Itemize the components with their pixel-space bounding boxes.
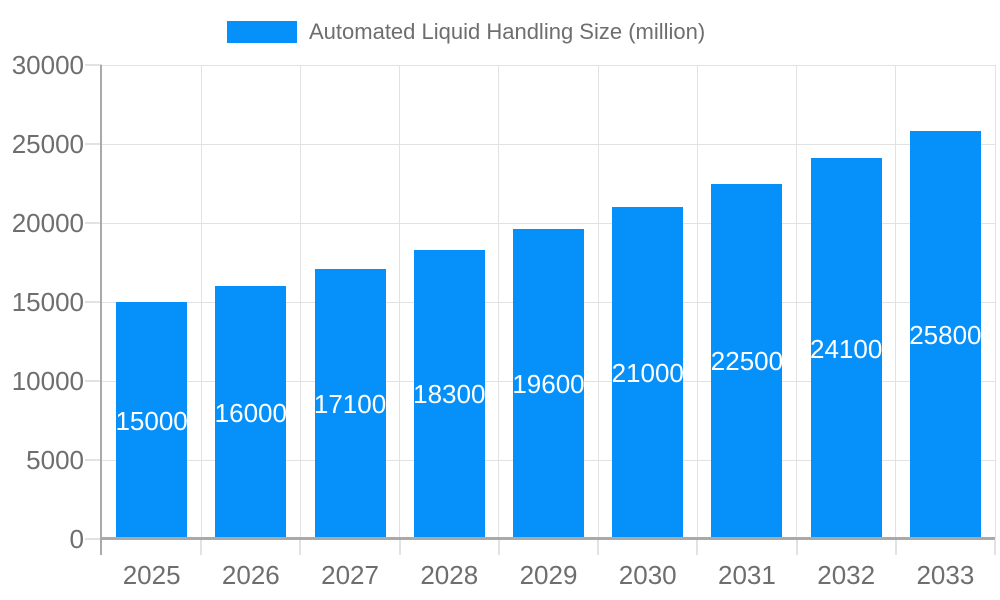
x-axis-label: 2027	[321, 560, 379, 590]
y-axis-line	[100, 65, 102, 555]
gridline-horizontal	[102, 64, 995, 66]
x-axis-tick	[200, 540, 203, 555]
y-axis-tick	[85, 301, 102, 303]
x-axis-tick	[299, 540, 302, 555]
x-axis-tick	[696, 540, 699, 555]
gridline-vertical	[200, 65, 202, 539]
gridline-vertical	[299, 65, 301, 539]
x-axis-label: 2032	[817, 560, 876, 590]
gridline-vertical	[796, 65, 798, 539]
x-axis-label: 2026	[221, 560, 280, 590]
gridline-horizontal	[102, 143, 995, 145]
y-axis-label: 30000	[11, 50, 84, 80]
bar-value-label: 25800	[909, 320, 982, 351]
y-axis-tick	[85, 64, 102, 66]
x-axis-tick	[795, 540, 798, 555]
plot-area: 15000 16000 17100 18300 19600 21000 22500 24100…	[102, 64, 996, 539]
bar-value-label: 18300	[413, 379, 486, 410]
x-axis-tick	[597, 540, 600, 555]
legend[interactable]: Automated Liquid Handling Size (million)	[227, 19, 705, 45]
bar[interactable]	[513, 229, 584, 539]
legend-label: Automated Liquid Handling Size (million)	[309, 19, 706, 44]
y-axis-tick	[85, 380, 102, 382]
x-axis-tick	[497, 540, 500, 555]
x-axis-label: 2028	[420, 560, 479, 590]
y-axis-label: 0	[69, 524, 84, 554]
bar-value-label: 21000	[611, 358, 684, 389]
bar-value-label: 19600	[512, 369, 585, 400]
bar-value-label: 24100	[810, 333, 883, 364]
x-axis-label: 2025	[122, 560, 181, 590]
gridline-horizontal	[102, 222, 995, 224]
y-axis-tick	[85, 222, 102, 224]
bar-value-label: 22500	[710, 346, 784, 377]
bar-value-label: 17100	[313, 388, 387, 419]
gridline-vertical	[399, 65, 401, 539]
y-axis-tick	[85, 143, 102, 145]
y-axis-tick	[85, 459, 102, 461]
x-axis-label: 2030	[618, 560, 677, 590]
x-axis-tick	[994, 540, 996, 555]
gridline-vertical	[597, 65, 599, 539]
bar[interactable]	[116, 302, 188, 539]
y-axis-label: 25000	[11, 129, 84, 159]
bar[interactable]	[215, 286, 287, 539]
bar[interactable]	[612, 207, 684, 539]
bar-value-label: 15000	[115, 405, 188, 436]
bar[interactable]	[314, 268, 386, 539]
y-axis-label: 20000	[11, 208, 84, 238]
x-axis-label: 2033	[916, 560, 975, 590]
y-axis-label: 10000	[11, 366, 84, 396]
y-axis-tick	[85, 538, 102, 540]
bar[interactable]	[810, 158, 882, 539]
bar-value-label: 16000	[214, 397, 287, 428]
x-axis-label: 2029	[519, 560, 578, 590]
gridline-vertical	[994, 65, 996, 539]
gridline-vertical	[895, 65, 897, 539]
legend-swatch-icon	[227, 21, 297, 43]
x-axis-tick	[894, 540, 897, 555]
y-axis-label: 5000	[26, 445, 84, 475]
y-axis-label: 15000	[11, 287, 84, 317]
bar[interactable]	[711, 183, 783, 539]
bar[interactable]	[413, 249, 485, 539]
x-axis-tick	[398, 540, 401, 555]
x-axis-line	[100, 537, 995, 540]
gridline-vertical	[696, 65, 698, 539]
gridline-vertical	[498, 65, 500, 539]
bar[interactable]	[909, 131, 981, 539]
x-axis-label: 2031	[718, 560, 776, 590]
